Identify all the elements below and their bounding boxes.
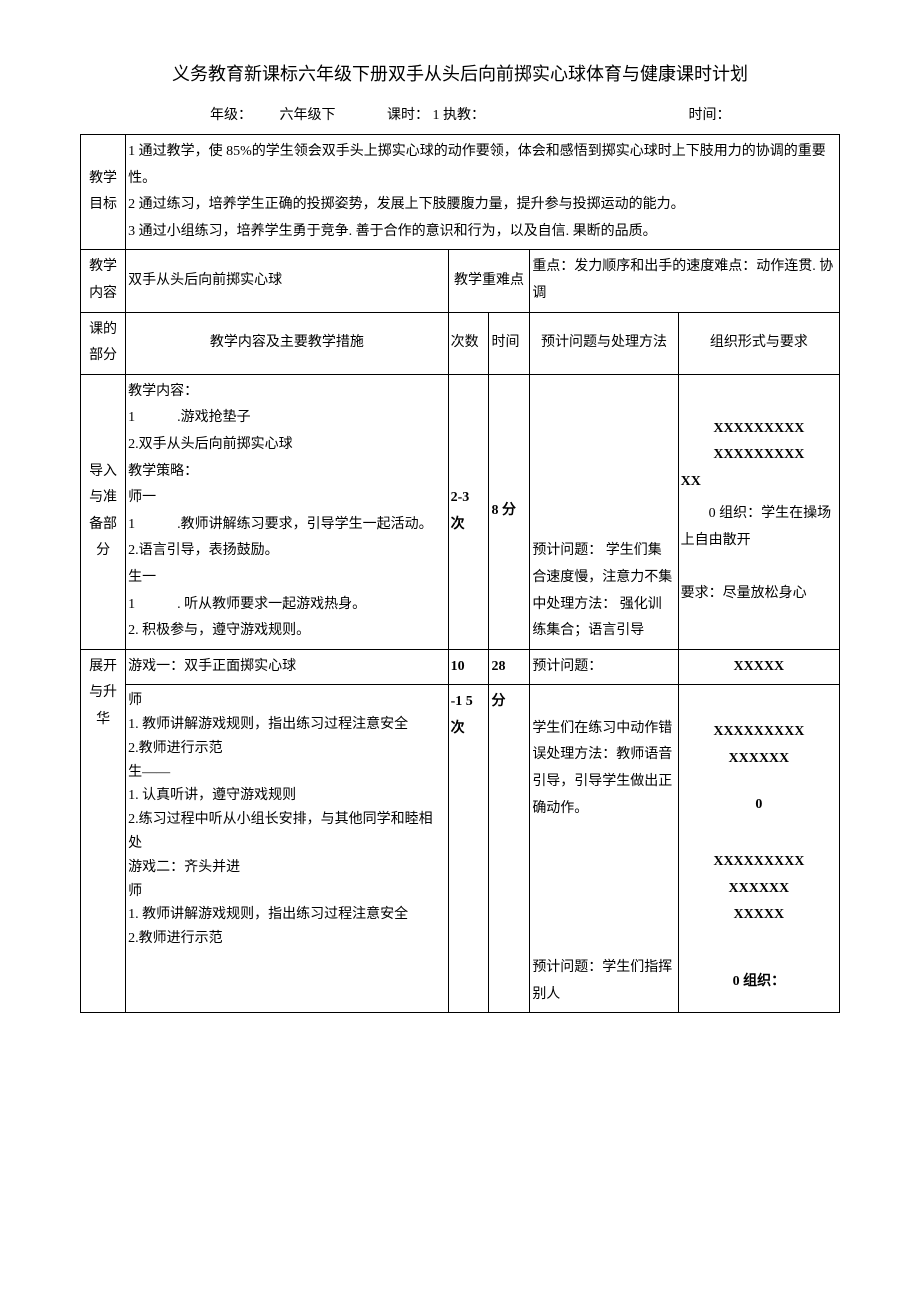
- lesson-plan-table: 教学目标 1 通过教学，使 85%的学生领会双手头上掷实心球的动作要领，体会和感…: [80, 134, 840, 1013]
- table-row: 师 1. 教师讲解游戏规则，指出练习过程注意安全 2.教师进行示范 生—— 1.…: [81, 685, 840, 1013]
- header-problem: 预计问题与处理方法: [530, 312, 678, 374]
- table-row: 导入与准备部分 教学内容： 1 .游戏抢垫子 2.双手从头后向前掷实心球 教学策…: [81, 374, 840, 649]
- header-content: 教学内容及主要教学措施: [126, 312, 448, 374]
- goal-label: 教学目标: [81, 135, 126, 250]
- dev-r2-org: XXXXXXXXX XXXXXX 0 XXXXXXXXX XXXXXX XXXX…: [678, 685, 839, 1013]
- dev-r2-org-x5: XXXXX: [681, 902, 837, 929]
- intro-time: 8 分: [489, 374, 530, 649]
- intro-org: XXXXXXXXX XXXXXXXXX XX 0 组织：学生在操场上自由散开 要…: [678, 374, 839, 649]
- dev-r2-count: -1 5 次: [448, 685, 489, 1013]
- grade-label: 年级：: [210, 104, 252, 124]
- meta-line: 年级： 六年级下 课时： 1 执教： 时间：: [210, 104, 840, 124]
- table-row: 教学目标 1 通过教学，使 85%的学生领会双手头上掷实心球的动作要领，体会和感…: [81, 135, 840, 250]
- header-time: 时间: [489, 312, 530, 374]
- table-row: 展开与升华 游戏一：双手正面掷实心球 10 28 预计问题： XXXXX: [81, 649, 840, 685]
- header-part: 课的部分: [81, 312, 126, 374]
- dev-r2-problem: 学生们在练习中动作错误处理方法：教师语音引导，引导学生做出正确动作。 预计问题：…: [530, 685, 678, 1013]
- dev-r2-org-x2: XXXXXX: [681, 746, 837, 773]
- keypoint-value: 重点：发力顺序和出手的速度难点：动作连贯. 协调: [530, 250, 840, 312]
- table-header-row: 课的部分 教学内容及主要教学措施 次数 时间 预计问题与处理方法 组织形式与要求: [81, 312, 840, 374]
- intro-count: 2-3 次: [448, 374, 489, 649]
- intro-problem: 预计问题： 学生们集合速度慢，注意力不集中处理方法： 强化训练集合；语言引导: [530, 374, 678, 649]
- period-label: 课时：: [387, 104, 429, 124]
- intro-org-x1: XXXXXXXXX: [681, 416, 837, 443]
- header-count: 次数: [448, 312, 489, 374]
- content-value: 双手从头后向前掷实心球: [126, 250, 448, 312]
- time-label: 时间：: [689, 104, 731, 124]
- dev-r2-org-x3: XXXXXXXXX: [681, 849, 837, 876]
- dev-r2-org-x4: XXXXXX: [681, 876, 837, 903]
- dev-r2-org-x1: XXXXXXXXX: [681, 719, 837, 746]
- table-row: 教学内容 双手从头后向前掷实心球 教学重难点 重点：发力顺序和出手的速度难点：动…: [81, 250, 840, 312]
- intro-org-x3: XX: [681, 469, 837, 496]
- header-org: 组织形式与要求: [678, 312, 839, 374]
- intro-org-text: 0 组织：学生在操场上自由散开 要求：尽量放松身心: [681, 501, 837, 607]
- dev-r2-content: 师 1. 教师讲解游戏规则，指出练习过程注意安全 2.教师进行示范 生—— 1.…: [126, 685, 448, 1013]
- dev-r1-org: XXXXX: [678, 649, 839, 685]
- grade-value: 六年级下: [280, 104, 336, 124]
- dev-label: 展开与升华: [81, 649, 126, 1013]
- dev-r1-content: 游戏一：双手正面掷实心球: [126, 649, 448, 685]
- dev-r1-time: 28: [489, 649, 530, 685]
- period-value: 1 执教：: [433, 104, 486, 124]
- goal-text: 1 通过教学，使 85%的学生领会双手头上掷实心球的动作要领，体会和感悟到掷实心…: [126, 135, 840, 250]
- doc-title: 义务教育新课标六年级下册双手从头后向前掷实心球体育与健康课时计划: [80, 60, 840, 86]
- dev-r1-problem: 预计问题：: [530, 649, 678, 685]
- intro-content: 教学内容： 1 .游戏抢垫子 2.双手从头后向前掷实心球 教学策略： 师一 1 …: [126, 374, 448, 649]
- dev-r2-org-zero: 0: [681, 792, 837, 819]
- intro-org-x2: XXXXXXXXX: [681, 442, 837, 469]
- content-label: 教学内容: [81, 250, 126, 312]
- dev-r2-time: 分: [489, 685, 530, 1013]
- keypoint-label: 教学重难点: [448, 250, 530, 312]
- intro-label: 导入与准备部分: [81, 374, 126, 649]
- dev-r1-count: 10: [448, 649, 489, 685]
- dev-r2-org-text: 0 组织：: [681, 969, 837, 996]
